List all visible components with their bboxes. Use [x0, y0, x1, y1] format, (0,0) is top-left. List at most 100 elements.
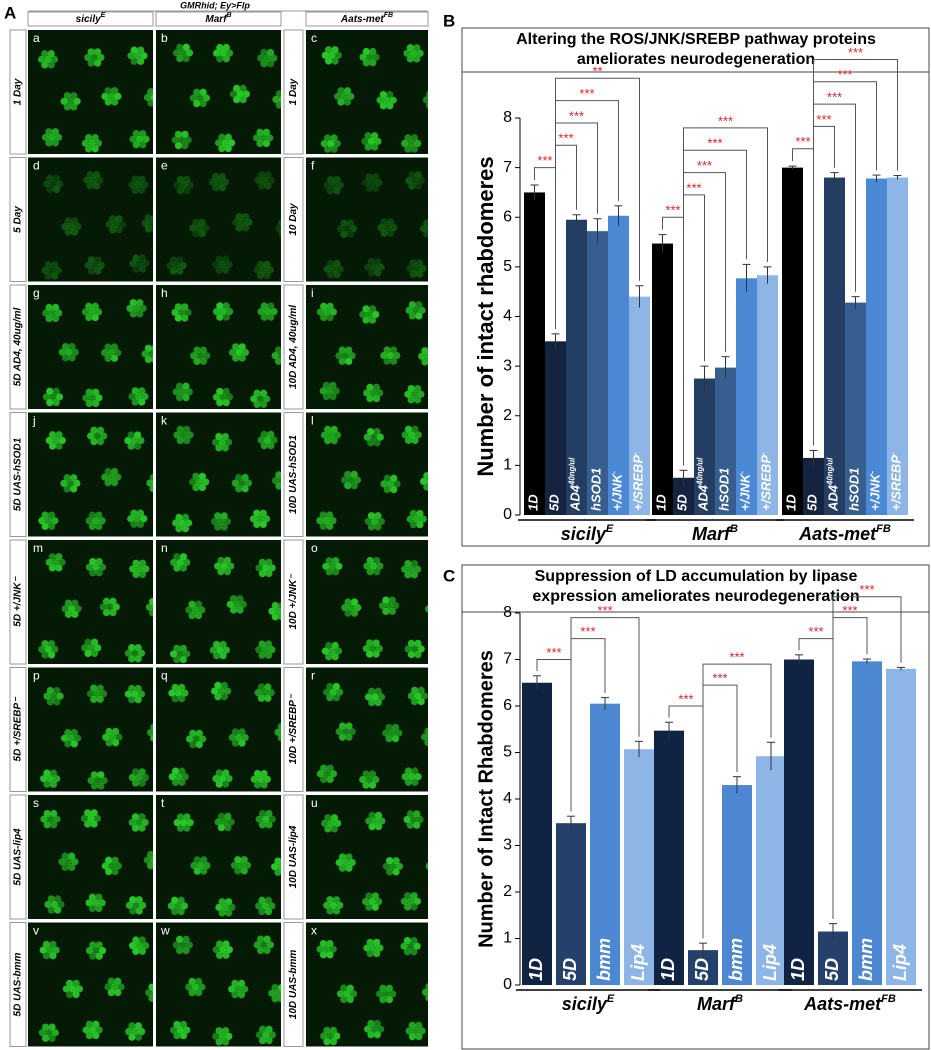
cell [260, 430, 268, 439]
cell [344, 482, 352, 490]
cell [43, 180, 51, 188]
cell [178, 136, 186, 144]
cell [68, 354, 76, 362]
cell [42, 309, 50, 317]
cell [200, 856, 208, 864]
cell [403, 948, 411, 956]
cell [278, 96, 281, 103]
bar-label: hSOD1 [847, 468, 862, 511]
cell [253, 520, 261, 529]
cell [135, 135, 144, 143]
cell [379, 995, 387, 1004]
cell [408, 312, 416, 320]
cell [362, 897, 370, 906]
cell [129, 896, 137, 904]
cell [274, 989, 281, 997]
cell [323, 901, 331, 909]
cell [343, 98, 352, 106]
cell [374, 523, 382, 531]
cell [421, 358, 428, 366]
bar-label-main: 5D [805, 494, 820, 511]
cell [385, 723, 393, 732]
cell [168, 773, 176, 781]
cell [435, 868, 442, 875]
cell [52, 946, 60, 954]
cell [173, 181, 181, 189]
cell [50, 821, 58, 829]
cell [86, 171, 94, 179]
cell [92, 946, 100, 955]
cell [371, 903, 379, 911]
cell [128, 696, 136, 704]
chart-frame [461, 564, 930, 1050]
bar-label-sup: - [888, 452, 897, 455]
cell [55, 133, 63, 141]
bar [545, 341, 566, 515]
cell [48, 522, 56, 530]
cell [367, 1031, 375, 1039]
cell [188, 989, 196, 997]
cell [105, 739, 113, 747]
cell [414, 171, 422, 179]
cell [97, 53, 105, 62]
cell [364, 517, 372, 525]
cell [115, 215, 123, 223]
cell [326, 259, 335, 268]
y-tick-label: 0 [503, 506, 512, 523]
cell [41, 50, 49, 58]
cell [266, 60, 275, 68]
cell [107, 977, 115, 985]
cell [220, 681, 228, 690]
cell [137, 690, 146, 698]
cell [173, 431, 181, 439]
cell [265, 558, 273, 566]
cell [195, 729, 203, 737]
cell [135, 565, 143, 573]
cell [424, 727, 428, 735]
cell [89, 176, 97, 184]
cell [63, 485, 71, 493]
cell [406, 264, 414, 273]
cell [346, 230, 355, 238]
cell [419, 515, 427, 523]
cell [366, 650, 374, 658]
cell [376, 389, 384, 397]
cell [212, 946, 220, 954]
cell [170, 558, 178, 566]
cell [124, 690, 133, 698]
significance-label: *** [579, 86, 594, 101]
cell [175, 525, 183, 533]
cell [192, 218, 200, 226]
cell [259, 134, 267, 142]
cell [137, 57, 145, 65]
cell [176, 54, 184, 63]
cell [42, 952, 51, 960]
cell [138, 901, 147, 909]
cell [41, 266, 49, 275]
cell [131, 824, 140, 832]
column-header-main: Aats-met [340, 14, 384, 25]
cell [363, 389, 371, 397]
cell [138, 947, 146, 955]
cell [46, 775, 54, 783]
cell [176, 1026, 184, 1034]
cell [380, 218, 388, 226]
panel-label: o [311, 541, 318, 555]
cell [173, 1032, 181, 1040]
cell [61, 852, 69, 860]
cell [199, 99, 207, 108]
cell [365, 53, 374, 61]
row-label: 5D +/JNK⁻ [13, 576, 24, 627]
cell [208, 178, 217, 186]
row-label: 10D UAS-hSOD1 [288, 435, 299, 514]
cell [321, 51, 329, 59]
cell [387, 229, 395, 237]
cell [429, 96, 436, 103]
micrograph [28, 795, 153, 919]
cell [261, 646, 269, 654]
row-label: 1 Day [288, 78, 299, 105]
cell [140, 52, 148, 60]
cell [383, 485, 391, 494]
cell [255, 815, 263, 823]
cell [272, 95, 280, 104]
